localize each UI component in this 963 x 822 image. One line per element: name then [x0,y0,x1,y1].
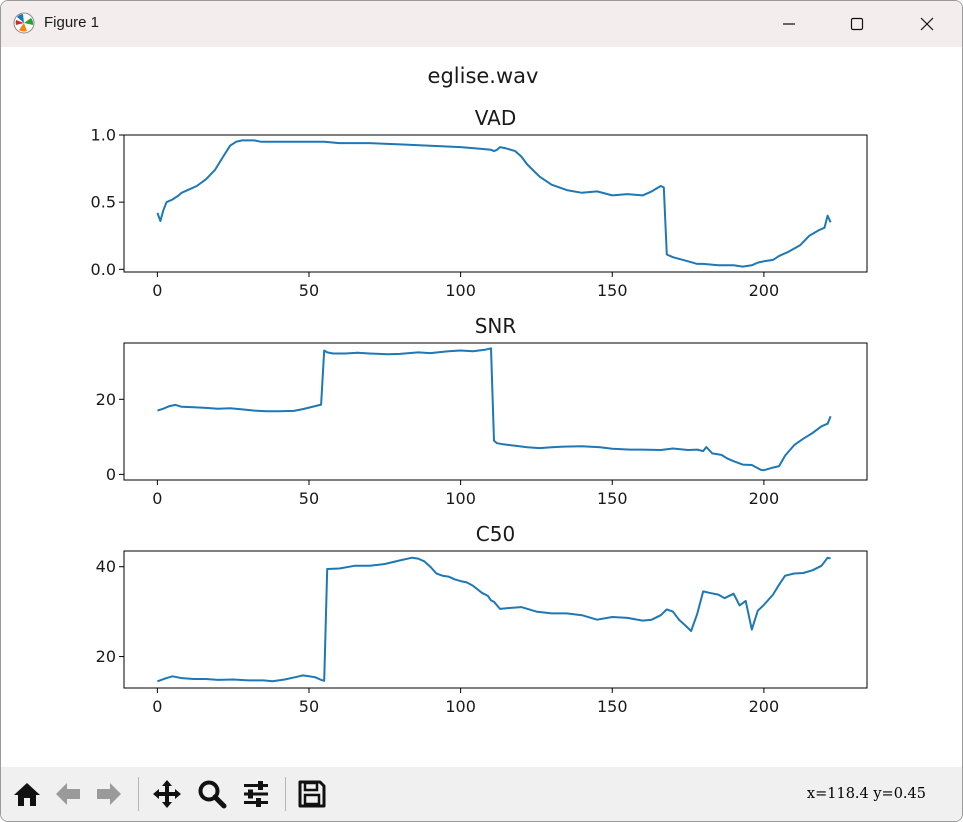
vad-y-tick-label: 0.5 [91,193,116,212]
matplotlib-logo-icon [13,12,35,34]
pan-icon [153,780,181,808]
cursor-coordinates: x=118.4 y=0.45 [806,786,926,802]
back-icon [56,783,80,805]
snr-axes-title: SNR [475,314,517,338]
vad-x-tick-label: 50 [299,281,319,300]
navigation-toolbar: x=118.4 y=0.45 [1,767,962,821]
window-title: Figure 1 [44,14,100,31]
vad-axes-title: VAD [475,106,516,130]
toolbar-separator [138,777,139,811]
c50-series-line [157,556,831,683]
snr-axes-frame [123,342,868,481]
zoom-button[interactable] [195,778,229,810]
c50-x-tick-label: 150 [597,697,628,716]
minimize-button[interactable] [760,1,818,47]
close-button[interactable] [898,1,956,47]
snr-y-tick-label: 20 [96,390,116,409]
snr-y-tick-label: 0 [106,465,116,484]
snr-x-tick-label: 100 [445,489,476,508]
c50-x-tick-label: 100 [445,697,476,716]
snr-x-tick-label: 50 [299,489,319,508]
c50-x-tick-label: 0 [152,697,162,716]
snr-series-line [157,347,832,472]
c50-axes-frame [123,550,868,689]
home-button[interactable] [10,778,44,810]
snr-x-tick-label: 200 [749,489,780,508]
close-icon [920,17,934,31]
back-button[interactable] [51,778,85,810]
minimize-icon [783,23,795,25]
c50-x-tick-label: 50 [299,697,319,716]
configure-subplots-button[interactable] [239,778,273,810]
vad-x-tick-label: 200 [749,281,780,300]
pan-button[interactable] [150,778,184,810]
c50-y-tick-label: 20 [96,647,116,666]
maximize-button[interactable] [828,1,886,47]
save-icon [298,780,326,808]
vad-axes-frame [123,134,868,273]
figure-suptitle: eglise.wav [428,64,539,88]
maximize-icon [850,17,864,31]
title-bar[interactable]: Figure 1 [1,1,962,47]
forward-icon [97,783,121,805]
vad-x-tick-label: 150 [597,281,628,300]
zoom-icon [198,780,227,809]
vad-series-line [156,139,832,268]
vad-y-tick-label: 1.0 [91,126,116,145]
snr-x-tick-label: 150 [597,489,628,508]
snr-x-tick-label: 0 [152,489,162,508]
vad-x-tick-label: 100 [445,281,476,300]
c50-y-tick-label: 40 [96,557,116,576]
toolbar-separator [285,777,286,811]
configure-subplots-icon [244,781,268,807]
forward-button[interactable] [92,778,126,810]
vad-x-tick-label: 0 [152,281,162,300]
c50-axes-title: C50 [476,522,515,546]
figure-canvas[interactable]: eglise.wav VAD 0 50 100 150 200 0.0 0.5 1.0 SNR 0 5… [1,47,962,767]
vad-y-tick-label: 0.0 [91,260,116,279]
save-button[interactable] [295,778,329,810]
home-icon [14,783,40,806]
c50-x-tick-label: 200 [749,697,780,716]
